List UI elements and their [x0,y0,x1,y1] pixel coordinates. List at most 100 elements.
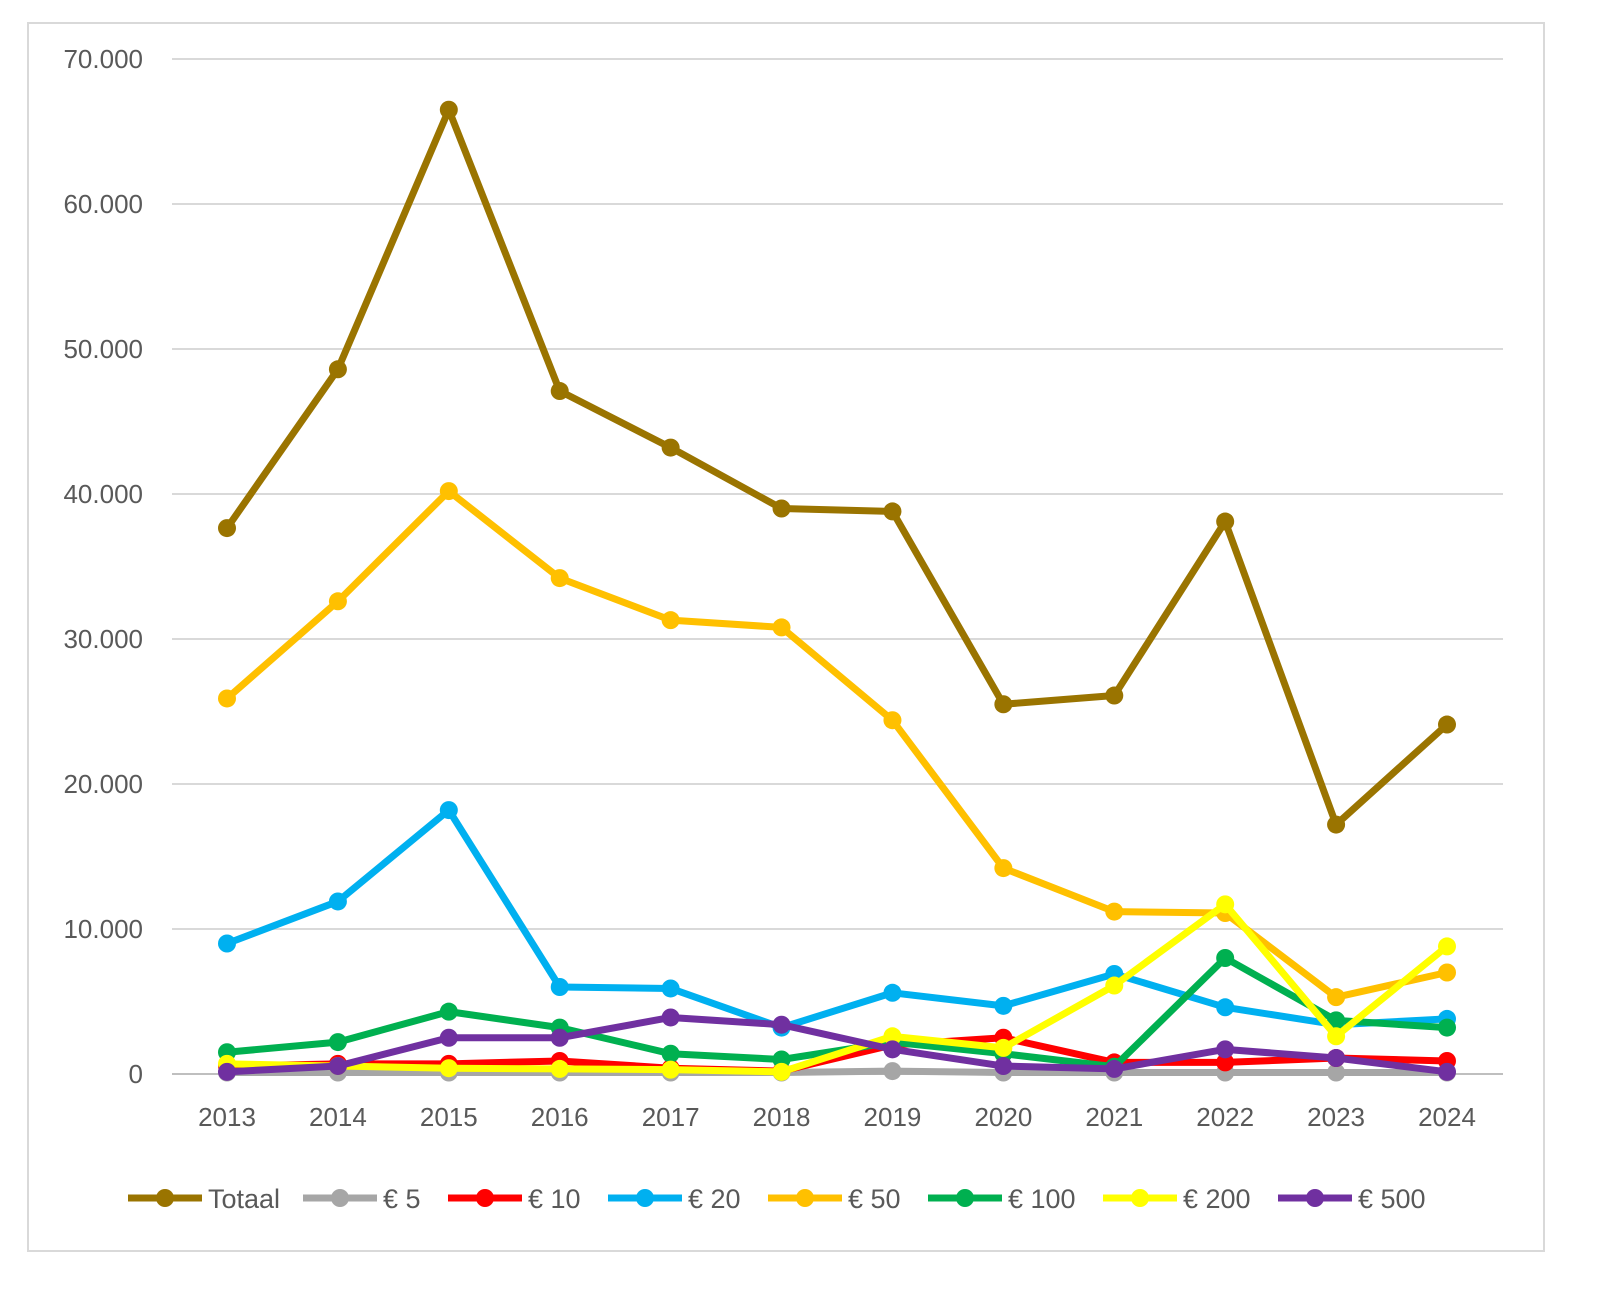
series-line-2 [226,1034,1448,1075]
data-point [772,618,791,637]
data-point [994,1057,1013,1076]
data-point [550,1059,569,1078]
data-point [218,1062,236,1081]
x-tick-label: 2021 [1085,1102,1143,1132]
y-tick-label: 40.000 [63,479,143,509]
data-point [1216,895,1235,914]
legend-marker [796,1189,814,1207]
legend-label: € 50 [848,1184,901,1214]
data-point [1327,1027,1346,1046]
legend-label: € 10 [528,1184,581,1214]
series-line-4 [224,487,1448,1001]
data-point [439,1059,458,1078]
x-tick-label: 2014 [309,1102,367,1132]
legend-marker [1131,1189,1149,1207]
data-point [1105,902,1124,921]
legend-marker [636,1189,654,1207]
x-tick-label: 2016 [531,1102,589,1132]
data-point [550,569,569,588]
data-point [994,695,1013,714]
x-tick-label: 2024 [1418,1102,1476,1132]
y-tick-label: 20.000 [63,769,143,799]
x-tick-label: 2019 [864,1102,922,1132]
data-point [661,979,680,998]
data-point [218,934,236,953]
data-point [1105,976,1124,995]
data-point [1216,1053,1235,1072]
x-tick-label: 2020 [974,1102,1032,1132]
data-point [439,482,458,501]
data-point [218,689,236,708]
x-tick-label: 2023 [1307,1102,1365,1132]
data-point [883,1027,902,1046]
data-point [328,360,347,379]
data-point [661,438,680,457]
legend-marker [156,1189,174,1207]
data-point [772,1015,791,1034]
y-tick-label: 60.000 [63,189,143,219]
data-point [1216,949,1235,967]
data-point [1216,998,1235,1017]
data-point [772,1050,791,1069]
data-point [994,859,1013,878]
data-point [1327,815,1346,834]
data-point [1327,1049,1346,1068]
legend-label: € 100 [1008,1184,1076,1214]
y-tick-label: 50.000 [63,334,143,364]
data-point [1438,1018,1456,1037]
series-line-1 [227,1067,1447,1077]
data-point [994,996,1013,1015]
legend-label: € 5 [383,1184,421,1214]
legend-label: € 20 [688,1184,741,1214]
data-point [661,1008,680,1027]
data-point [439,100,458,119]
data-point [550,978,569,996]
data-point [1438,1062,1456,1081]
legend-label: € 500 [1358,1184,1426,1214]
series-line-6 [226,900,1450,1076]
data-point [328,1057,347,1076]
legend-marker [956,1189,974,1207]
data-point [439,1028,458,1047]
data-point [883,1062,902,1081]
data-point [1438,963,1456,982]
data-point [883,711,902,730]
y-tick-label: 10.000 [63,914,143,944]
data-point [772,1062,791,1081]
series-line-0 [224,106,1450,829]
data-point [1105,686,1124,705]
series-line-3 [225,806,1448,1032]
data-point [883,502,902,521]
data-point [550,1028,569,1047]
data-point [1438,715,1456,734]
legend-label: € 200 [1183,1184,1251,1214]
x-tick-label: 2017 [642,1102,700,1132]
data-point [550,382,569,401]
data-point [1105,1059,1124,1078]
data-point [661,1060,680,1079]
data-point [883,983,902,1002]
series-line-7 [226,1013,1448,1076]
data-point [439,801,458,820]
data-point [661,611,680,630]
y-tick-label: 0 [129,1059,143,1089]
data-point [328,592,347,611]
legend-label: Totaal [208,1184,280,1214]
y-tick-label: 30.000 [63,624,143,654]
data-point [1216,512,1235,531]
x-tick-label: 2013 [198,1102,256,1132]
legend-marker [331,1189,349,1207]
data-point [661,1044,680,1063]
data-point [1216,1040,1235,1059]
data-point [1438,937,1456,956]
data-point [328,1033,347,1052]
data-point [328,892,347,911]
legend-marker [1306,1189,1324,1207]
legend-marker [476,1189,494,1207]
data-point [218,519,236,538]
data-point [1327,988,1346,1007]
data-point [1327,1011,1346,1030]
data-point [439,1002,458,1021]
data-point [994,1038,1013,1057]
